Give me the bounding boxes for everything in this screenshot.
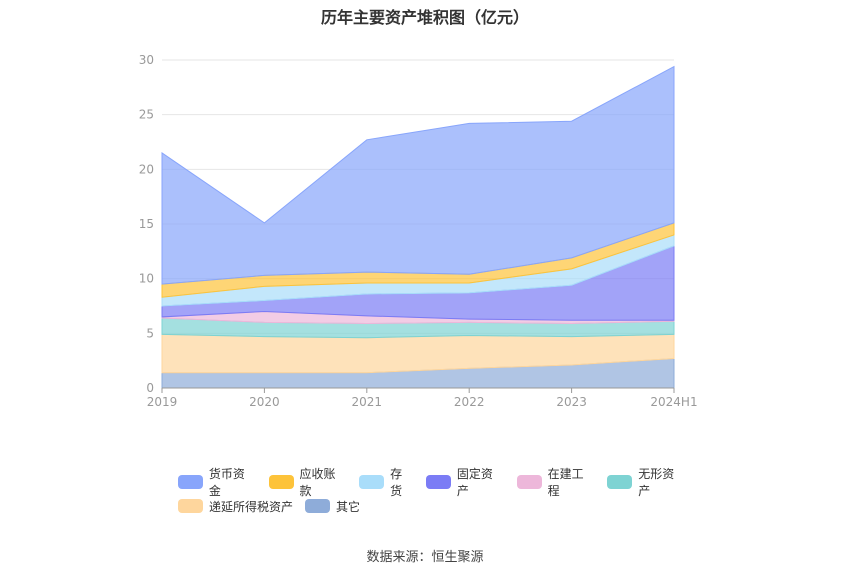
legend-label: 其它	[336, 499, 361, 514]
legend-item[interactable]: 存货	[359, 465, 414, 499]
x-tick-label: 2019	[147, 395, 178, 409]
legend-swatch	[516, 475, 542, 489]
x-tick-label: 2022	[454, 395, 485, 409]
legend-swatch	[178, 475, 203, 489]
legend-item[interactable]: 货币资金	[178, 465, 257, 499]
legend-swatch	[359, 475, 385, 489]
chart-legend: 货币资金 应收账款 存货 固定资产 在建工程 无形资产 递延所得税资产 其它	[178, 467, 698, 518]
x-tick-label: 2020	[249, 395, 280, 409]
legend-swatch	[178, 499, 203, 513]
x-tick-label: 2021	[352, 395, 383, 409]
legend-label: 递延所得税资产	[209, 499, 294, 514]
legend-swatch	[268, 475, 294, 489]
legend-item[interactable]: 递延所得税资产	[178, 498, 293, 515]
legend-label: 应收账款	[299, 467, 336, 498]
y-tick-label: 20	[139, 162, 154, 176]
legend-label: 货币资金	[208, 467, 245, 498]
legend-row-1: 货币资金 应收账款 存货 固定资产 在建工程 无形资产	[178, 467, 698, 498]
legend-label: 无形资产	[638, 467, 675, 498]
legend-item[interactable]: 在建工程	[516, 465, 596, 499]
data-source-note: 数据来源：恒生聚源	[366, 550, 484, 565]
stacked-area-chart: 0 5 10 15 20 25 30 2019 2020 2021 2022 2023 2024H1	[139, 53, 698, 409]
legend-label: 在建工程	[547, 467, 584, 498]
legend-swatch	[426, 475, 451, 489]
x-tick-label: 2024H1	[650, 395, 697, 409]
y-tick-label: 0	[146, 381, 154, 395]
x-tick-label: 2023	[556, 395, 587, 409]
y-tick-label: 25	[139, 108, 154, 122]
legend-item[interactable]: 其它	[305, 498, 360, 515]
legend-row-2: 递延所得税资产 其它	[178, 494, 698, 518]
y-tick-label: 15	[139, 217, 154, 231]
legend-swatch	[305, 499, 331, 513]
legend-label: 存货	[390, 467, 403, 498]
legend-item[interactable]: 应收账款	[268, 465, 348, 499]
area-series	[161, 65, 675, 285]
legend-swatch	[607, 475, 633, 489]
legend-item[interactable]: 固定资产	[426, 465, 505, 499]
y-tick-label: 5	[146, 326, 154, 340]
legend-label: 固定资产	[456, 467, 493, 498]
legend-item[interactable]: 无形资产	[607, 465, 686, 499]
y-tick-label: 30	[139, 53, 154, 67]
y-tick-label: 10	[139, 272, 154, 286]
chart-title: 历年主要资产堆积图（亿元）	[320, 8, 529, 27]
